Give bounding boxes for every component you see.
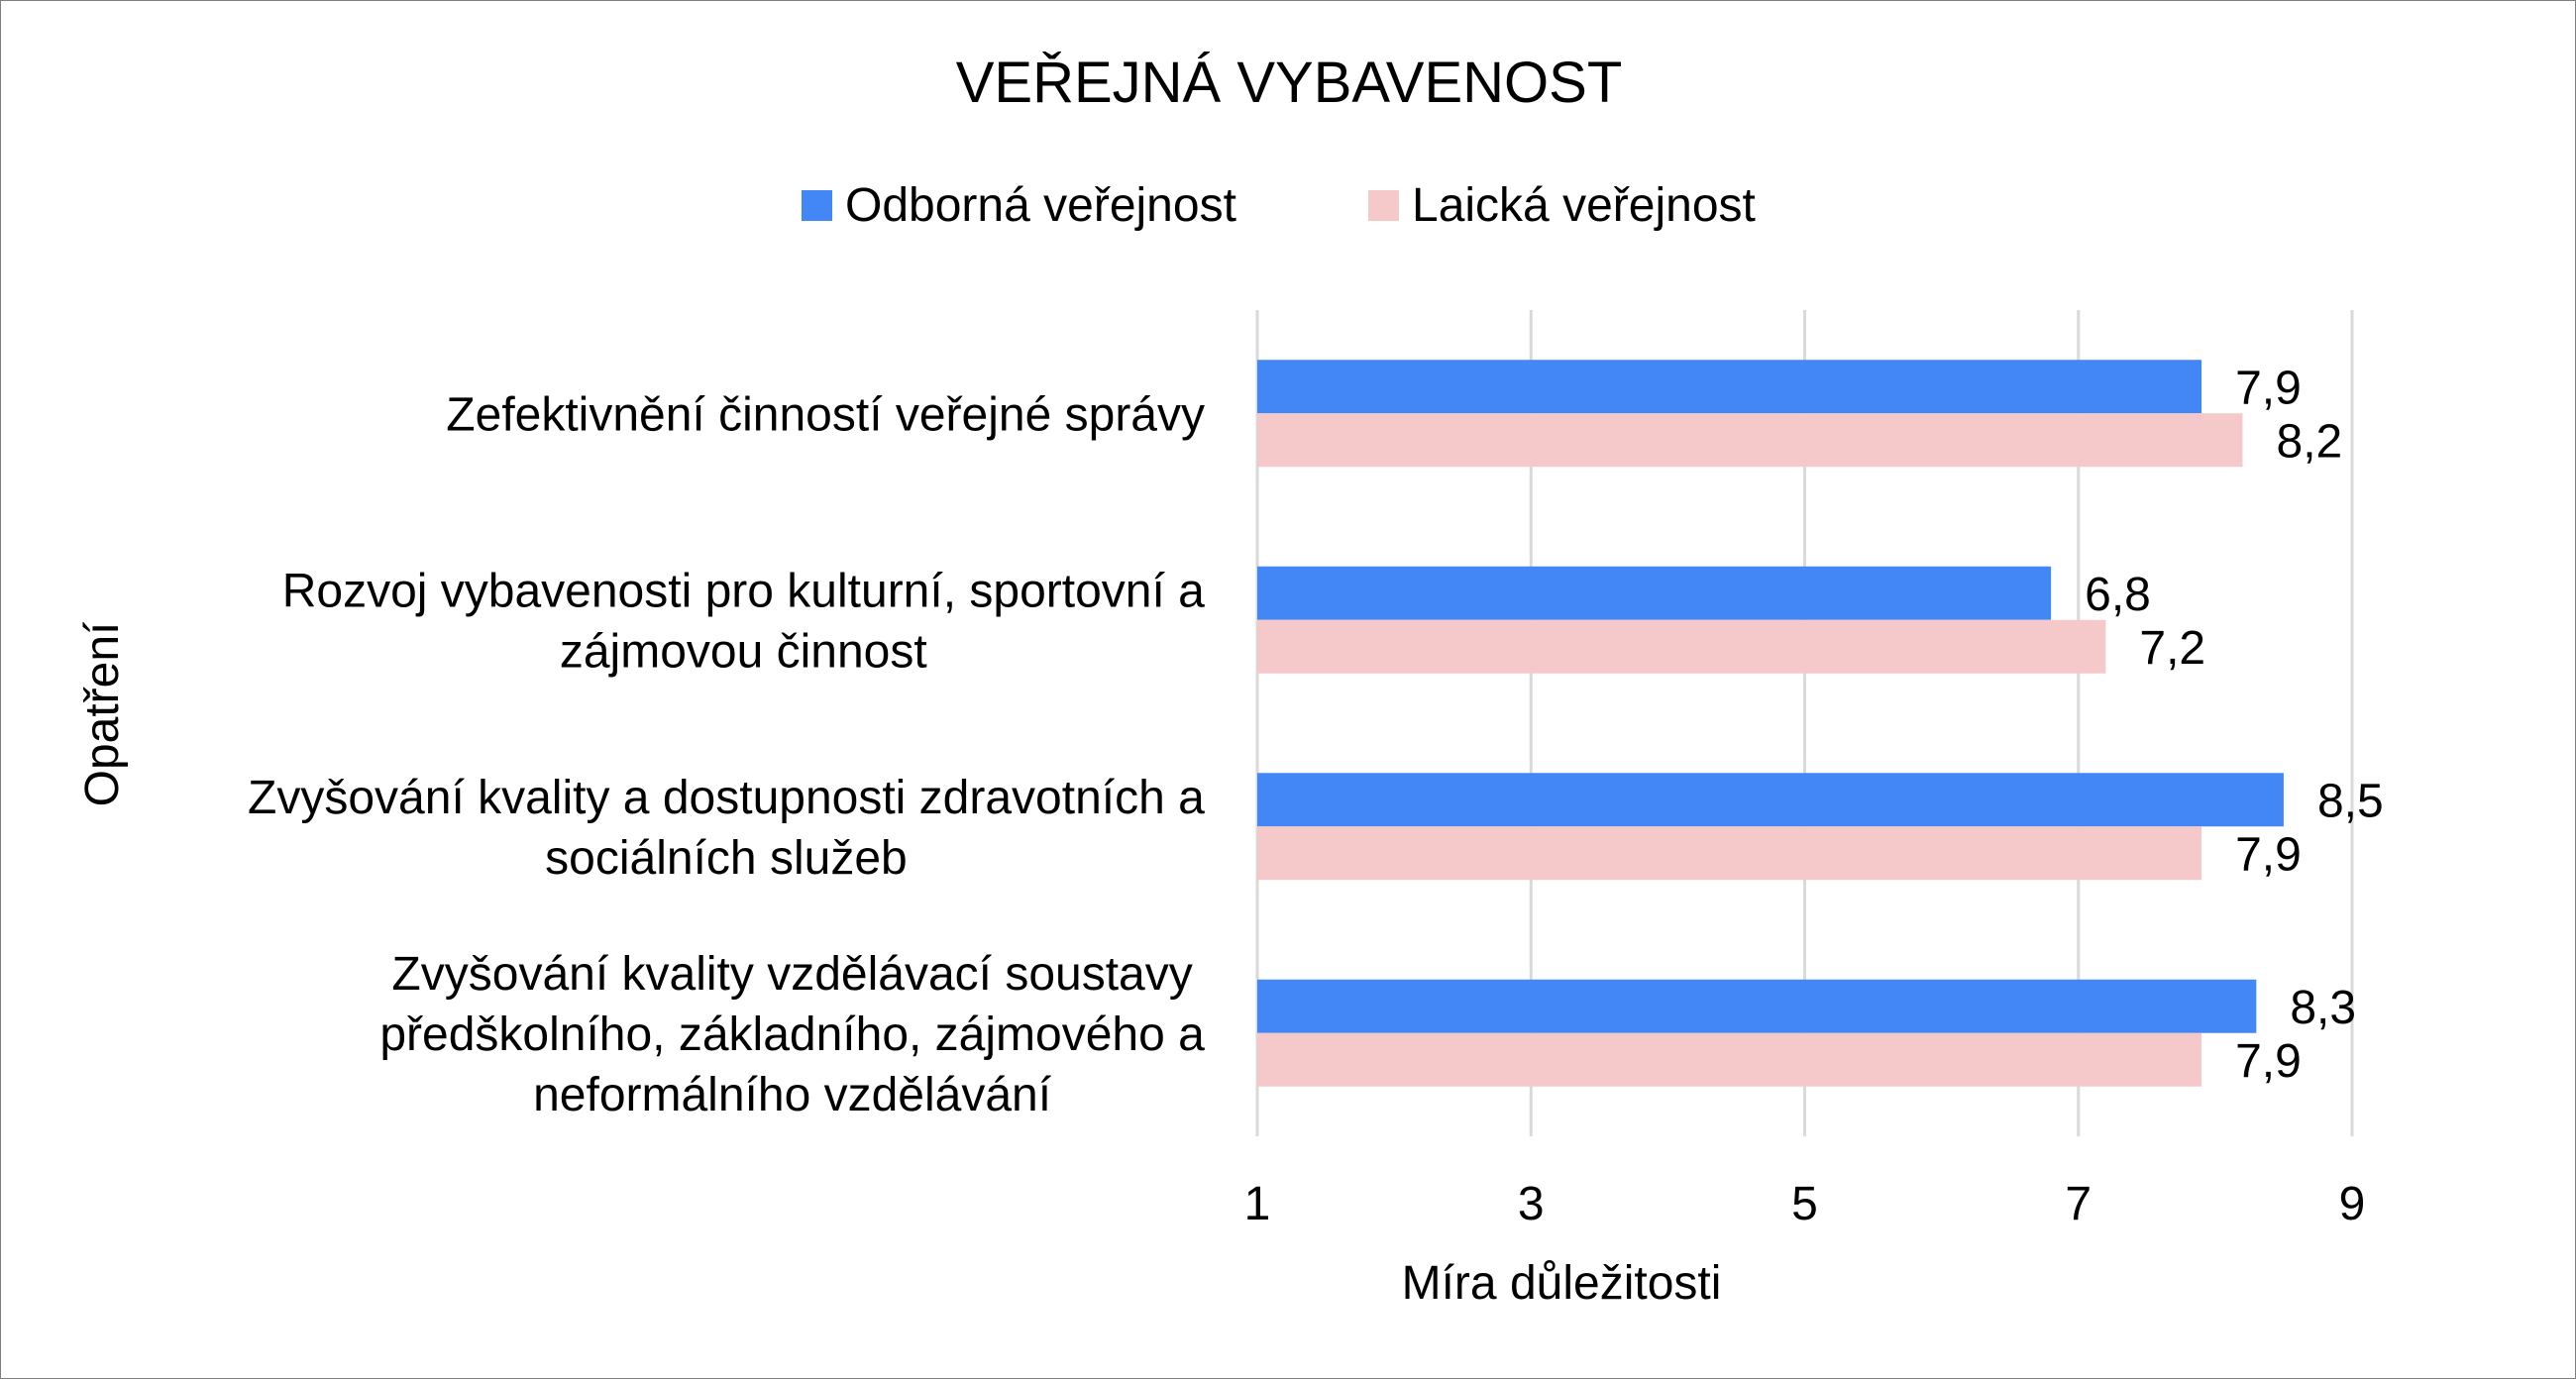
x-tick-label: 7 bbox=[2065, 1178, 2092, 1230]
legend-label: Odborná veřejnost bbox=[845, 179, 1236, 232]
legend-swatch bbox=[802, 190, 832, 221]
category-label-line: předškolního, základního, zájmového a bbox=[379, 1008, 1205, 1061]
x-tick-label: 1 bbox=[1244, 1178, 1271, 1230]
x-tick-labels: 1 3 5 7 9 bbox=[1244, 1178, 2366, 1230]
category-label-line: Rozvoj vybavenosti pro kulturní, sportov… bbox=[282, 565, 1205, 617]
x-tick-label: 9 bbox=[2339, 1178, 2366, 1230]
data-label: 7,2 bbox=[2139, 622, 2205, 675]
data-label: 7,9 bbox=[2235, 1035, 2302, 1088]
bar-odborna bbox=[1257, 979, 2257, 1033]
legend-swatch bbox=[1368, 190, 1399, 221]
category-label: Zefektivnění činností veřejné správy bbox=[446, 388, 1205, 441]
data-label: 7,9 bbox=[2235, 828, 2302, 881]
category-label: Zvyšování kvality vzdělávací soustavy pře… bbox=[379, 948, 1205, 1121]
bars bbox=[1257, 360, 2284, 1087]
bar-laicka bbox=[1257, 413, 2243, 468]
x-tick-label: 5 bbox=[1791, 1178, 1818, 1230]
bar-laicka bbox=[1257, 826, 2202, 881]
category-label-line: Zvyšování kvality vzdělávací soustavy bbox=[391, 948, 1192, 1001]
category-label-line: zájmovou činnost bbox=[560, 625, 927, 678]
data-label: 8,2 bbox=[2277, 415, 2343, 468]
data-label: 6,8 bbox=[2085, 569, 2151, 621]
category-labels: Zefektivnění činností veřejné správy Rozv… bbox=[248, 388, 1205, 1121]
category-label-line: Zvyšování kvality a dostupnosti zdravotn… bbox=[248, 772, 1205, 824]
category-label-line: sociálních služeb bbox=[545, 832, 908, 885]
category-label: Zvyšování kvality a dostupnosti zdravotn… bbox=[248, 772, 1205, 885]
data-label: 7,9 bbox=[2235, 362, 2302, 414]
x-axis-title: Míra důležitosti bbox=[1402, 1257, 1722, 1310]
data-label: 8,5 bbox=[2317, 775, 2384, 827]
category-label: Rozvoj vybavenosti pro kulturní, sportov… bbox=[282, 565, 1205, 678]
bar-odborna bbox=[1257, 773, 2284, 827]
bar-laicka bbox=[1257, 1032, 2202, 1087]
bar-odborna bbox=[1257, 566, 2052, 620]
y-axis-title: Opatření bbox=[76, 621, 129, 806]
bar-laicka bbox=[1257, 619, 2106, 674]
legend-label: Laická veřejnost bbox=[1412, 179, 1756, 232]
data-labels: 7,98,26,87,28,57,98,37,9 bbox=[2085, 362, 2384, 1088]
legend: Odborná veřejnost Laická veřejnost bbox=[802, 179, 1756, 232]
data-label: 8,3 bbox=[2290, 982, 2356, 1034]
chart-title: VEŘEJNÁ VYBAVENOST bbox=[956, 51, 1623, 115]
bar-odborna bbox=[1257, 360, 2202, 414]
category-label-line: neformálního vzdělávání bbox=[533, 1069, 1052, 1121]
x-tick-label: 3 bbox=[1518, 1178, 1545, 1230]
category-label-line: Zefektivnění činností veřejné správy bbox=[446, 388, 1205, 441]
